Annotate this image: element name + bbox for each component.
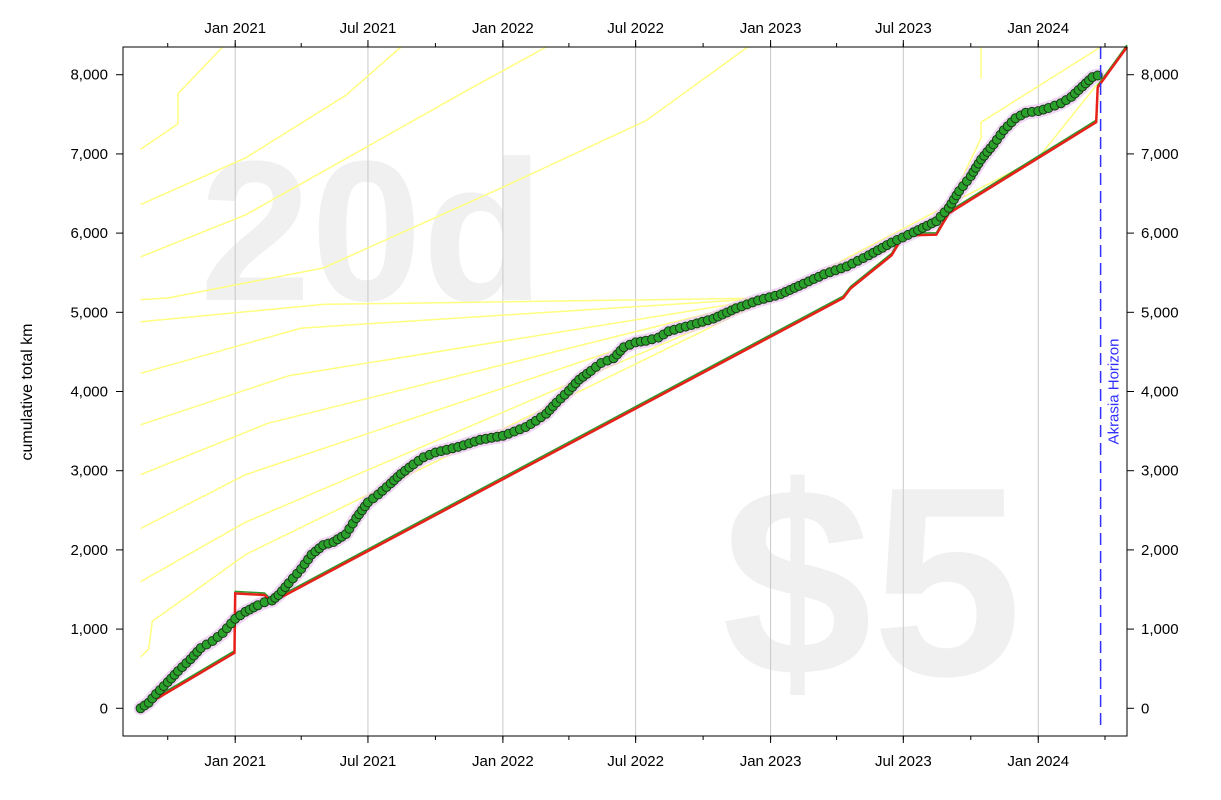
x-tick-label-top: Jan 2023 — [740, 20, 802, 37]
y-tick-label-left: 0 — [100, 700, 108, 717]
road-red-path — [139, 46, 1129, 710]
y-tick-label-right: 7,000 — [1141, 146, 1179, 163]
x-tick-label-bottom: Jul 2023 — [875, 753, 932, 770]
guide-line-8 — [140, 46, 749, 301]
guide-line-9 — [140, 46, 547, 258]
watermarks: 20d $5 — [200, 120, 1022, 733]
y-tick-label-left: 7,000 — [70, 146, 108, 163]
x-tick-label-top: Jan 2021 — [204, 20, 266, 37]
x-tick-label-bottom: Jul 2021 — [340, 753, 397, 770]
akrasia-horizon: Akrasia Horizon — [1099, 47, 1123, 726]
x-tick-label-top: Jul 2022 — [607, 20, 664, 37]
x-tick-label-top: Jul 2021 — [340, 20, 397, 37]
y-tick-label-left: 5,000 — [70, 304, 108, 321]
guide-line-7 — [140, 297, 771, 323]
pledge-watermark: $5 — [722, 432, 1022, 733]
y-tick-label-right: 0 — [1141, 700, 1149, 717]
x-tick-label-bottom: Jan 2021 — [204, 753, 266, 770]
y-tick-label-right: 8,000 — [1141, 67, 1179, 84]
guide-line-1 — [140, 46, 1128, 658]
guide-line-6 — [140, 297, 771, 375]
x-tick-label-top: Jan 2022 — [472, 20, 534, 37]
bright-red-line — [139, 44, 1129, 710]
y-tick-label-left: 6,000 — [70, 225, 108, 242]
guide-line-4 — [140, 297, 771, 476]
x-tick-label-bottom: Jan 2024 — [1007, 753, 1069, 770]
guide-line-11 — [140, 46, 224, 150]
x-tick-label-bottom: Jan 2023 — [740, 753, 802, 770]
y-tick-label-left: 8,000 — [70, 67, 108, 84]
x-tick-label-top: Jul 2023 — [875, 20, 932, 37]
horizon-label: Akrasia Horizon — [1106, 339, 1123, 445]
y-tick-label-left: 2,000 — [70, 542, 108, 559]
y-tick-label-left: 4,000 — [70, 384, 108, 401]
y-tick-label-right: 3,000 — [1141, 463, 1179, 480]
data-points — [135, 70, 1103, 714]
y-tick-label-right: 2,000 — [1141, 542, 1179, 559]
y-tick-label-right: 4,000 — [1141, 384, 1179, 401]
days-watermark: 20d — [200, 120, 545, 343]
x-tick-label-bottom: Jan 2022 — [472, 753, 534, 770]
guide-lines — [140, 46, 1128, 658]
axes: Jan 2021 Jan 2021 Jul 2021 Jul 2021 Jan 2022… — [70, 20, 1178, 770]
y-tick-label-left: 1,000 — [70, 621, 108, 638]
y-tick-label-right: 6,000 — [1141, 225, 1179, 242]
x-tick-label-top: Jan 2024 — [1007, 20, 1069, 37]
guide-line-12 — [948, 46, 1101, 206]
y-tick-label-left: 3,000 — [70, 463, 108, 480]
guide-line-5 — [140, 297, 771, 426]
x-tick-label-bottom: Jul 2022 — [607, 753, 664, 770]
y-tick-label-right: 5,000 — [1141, 304, 1179, 321]
guide-line-10 — [140, 46, 402, 206]
guide-line-3 — [140, 297, 771, 530]
y-tick-label-right: 1,000 — [1141, 621, 1179, 638]
y-axis-title: cumulative total km — [19, 324, 36, 461]
